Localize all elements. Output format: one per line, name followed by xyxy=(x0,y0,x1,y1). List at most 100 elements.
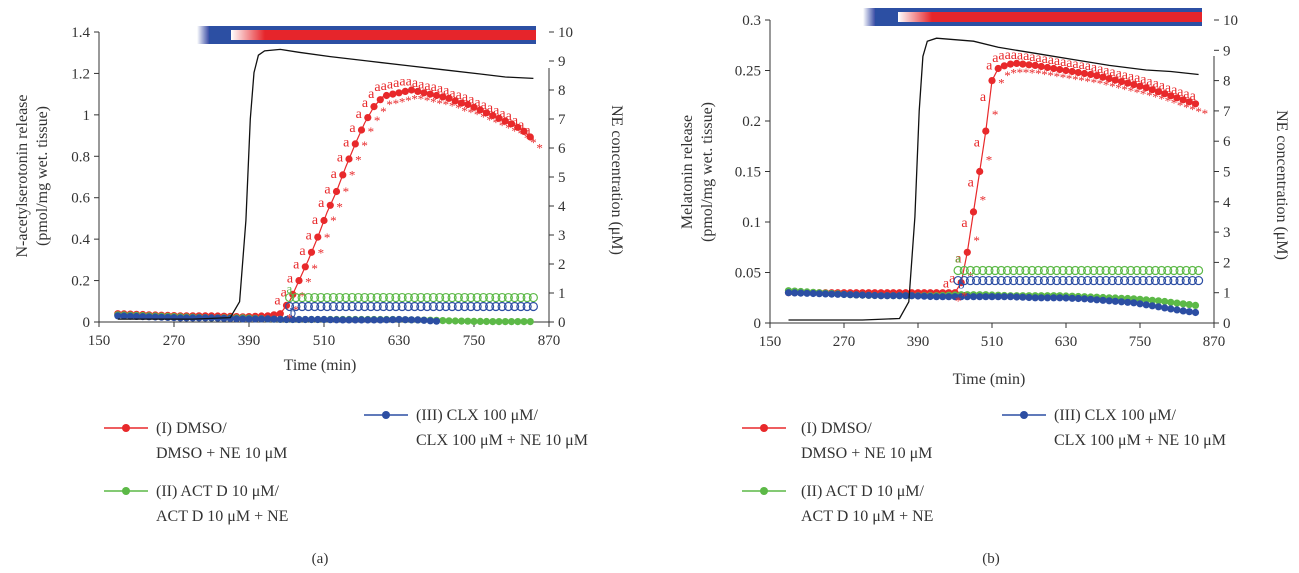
p1-annotation-star-37: * xyxy=(518,126,525,141)
p2-green-marker-25 xyxy=(1107,265,1117,276)
p1-annotation-star-1: * xyxy=(293,302,300,317)
p2-series-2-point-64 xyxy=(1179,307,1187,315)
p2-series-2-point-5 xyxy=(815,290,823,298)
p2-series-3-line xyxy=(788,37,1199,321)
y-axis-label-a-line1: N-acetylserotonin release xyxy=(14,94,31,257)
p1-annotation-a-40: a xyxy=(524,124,531,139)
p1-blue-marker-36 xyxy=(510,301,520,312)
p1-series-0-point-61 xyxy=(495,114,503,122)
p2-blue-marker-15 xyxy=(1045,275,1056,286)
p2-series-0-point-44 xyxy=(1056,65,1064,74)
p2-series-2-point-16 xyxy=(883,292,891,300)
p2-green-marker-3 xyxy=(971,265,982,276)
p2-series-0-point-45 xyxy=(1062,66,1070,75)
p1-series-2-point-23 xyxy=(257,315,266,323)
p1-series-2-point-4 xyxy=(139,313,147,321)
p2-series-1-point-64 xyxy=(1179,300,1187,308)
p2-y2-tick-label-8: 8 xyxy=(1223,74,1231,90)
legend-b-text-3a: (III) CLX 100 μM/ xyxy=(1054,407,1176,424)
p2-green-marker-30 xyxy=(1138,265,1148,276)
p2-annotation-a-36: a xyxy=(1165,81,1172,96)
p1-x-tick-label-4: 630 xyxy=(388,333,411,349)
p2-blue-marker-26 xyxy=(1113,275,1124,286)
legend-b-text-2a: (II) ACT D 10 μM/ xyxy=(801,483,925,500)
p1-annotation-a-0: a xyxy=(274,294,281,309)
p2-series-2-point-37 xyxy=(1013,293,1021,301)
p1-annotation-a-39: a xyxy=(518,118,525,133)
p2-series-2-point-18 xyxy=(895,292,904,300)
p2-series-2-point-46 xyxy=(1068,294,1076,302)
p2-green-marker-32 xyxy=(1150,265,1161,276)
legend-b-text-3b: CLX 100 μM + NE 10 μM xyxy=(1054,432,1226,449)
p1-series-2-point-27 xyxy=(282,315,291,324)
p2-annotation-star-0: * xyxy=(955,294,962,309)
p2-y2-tick-label-7: 7 xyxy=(1223,104,1231,120)
p2-series-2-point-13 xyxy=(865,291,873,299)
p1-y2-tick-label-9: 9 xyxy=(558,54,566,70)
p1-blue-marker-12 xyxy=(360,301,370,312)
p1-series-0-point-41 xyxy=(370,103,378,111)
p2-blue-marker-9 xyxy=(1008,275,1019,286)
p1-annotation-a-21: a xyxy=(406,75,413,90)
p2-green-marker-4 xyxy=(978,265,988,276)
p1-green-marker-7 xyxy=(328,292,338,303)
p1-green-marker-18 xyxy=(397,292,407,303)
p1-annotation-star-23: * xyxy=(430,94,437,109)
p1-series-2-point-49 xyxy=(420,316,428,324)
p1-y2-tick-label-6: 6 xyxy=(558,141,566,157)
p1-green-marker-2 xyxy=(297,292,307,303)
legend-b-text-2b: ACT D 10 μM + NE xyxy=(801,508,933,525)
p2-green-marker-22 xyxy=(1089,265,1099,276)
p2-y-tick-label-5: 0.25 xyxy=(735,64,761,80)
p2-series-2-point-57 xyxy=(1136,300,1144,308)
p1-green-marker-35 xyxy=(503,292,513,303)
p1-annotation-star-33: * xyxy=(493,115,500,130)
p2-series-0-point-64 xyxy=(1179,96,1187,104)
p2-series-2-point-48 xyxy=(1080,295,1089,303)
p2-annotation-star-10: * xyxy=(1017,65,1024,80)
p1-series-2-point-42 xyxy=(376,316,384,324)
legend-a-text-3b: CLX 100 μM + NE 10 μM xyxy=(416,432,588,449)
p1-series-2-point-36 xyxy=(339,316,347,324)
p1-green-marker-8 xyxy=(335,292,345,303)
p2-series-0-point-62 xyxy=(1167,92,1175,100)
p2-series-1-point-65 xyxy=(1185,301,1193,309)
p2-series-0-point-41 xyxy=(1037,62,1045,71)
p1-annotation-star-30: * xyxy=(474,107,481,122)
p2-series-2-point-17 xyxy=(889,292,897,300)
p2-series-0-point-56 xyxy=(1130,81,1138,89)
series-b xyxy=(784,37,1200,321)
p2-blue-marker-37 xyxy=(1181,275,1191,286)
p1-blue-marker-7 xyxy=(328,301,338,312)
p1-annotation-star-22: * xyxy=(424,93,431,108)
p2-series-2-point-61 xyxy=(1161,304,1169,312)
p2-blue-marker-29 xyxy=(1132,275,1142,286)
p2-series-0-point-31 xyxy=(976,167,984,176)
p1-annotation-b: b xyxy=(290,304,297,319)
p2-series-0-point-59 xyxy=(1148,86,1156,94)
p2-green-marker-2 xyxy=(965,265,976,276)
p1-annotation-star-2: * xyxy=(299,288,306,303)
p2-annotation-star-9: * xyxy=(1010,65,1017,80)
p2-series-1-point-61 xyxy=(1161,297,1169,306)
p1-series-1-point-62 xyxy=(501,318,509,326)
p1-blue-marker-32 xyxy=(485,301,495,312)
p2-green-marker-17 xyxy=(1058,265,1068,276)
p2-x-tick-label-1: 270 xyxy=(833,334,856,350)
p1-series-0-point-31 xyxy=(307,248,316,256)
p2-blue-marker-8 xyxy=(1002,275,1013,286)
p2-blue-marker-30 xyxy=(1138,275,1148,286)
p1-annotation-star-12: * xyxy=(361,138,368,153)
legend-b-item-1: (I) DMSO/ DMSO + NE 10 μM xyxy=(742,420,932,462)
legend-a-text-3a: (III) CLX 100 μM/ xyxy=(416,407,538,424)
p1-green-marker-22 xyxy=(422,292,432,303)
p2-annotation-star-18: * xyxy=(1066,71,1073,86)
p2-blue-marker-2 xyxy=(965,275,976,286)
p2-annotation-star-21: * xyxy=(1084,74,1091,89)
p2-series-0-point-29 xyxy=(963,248,971,256)
p1-x-tick-label-1: 270 xyxy=(163,333,186,349)
p2-annotation-a-23: a xyxy=(1085,59,1092,74)
p1-green-marker-19 xyxy=(403,292,413,303)
p1-annotation-star-7: * xyxy=(330,213,337,228)
p2-series-2-point-3 xyxy=(803,289,811,297)
